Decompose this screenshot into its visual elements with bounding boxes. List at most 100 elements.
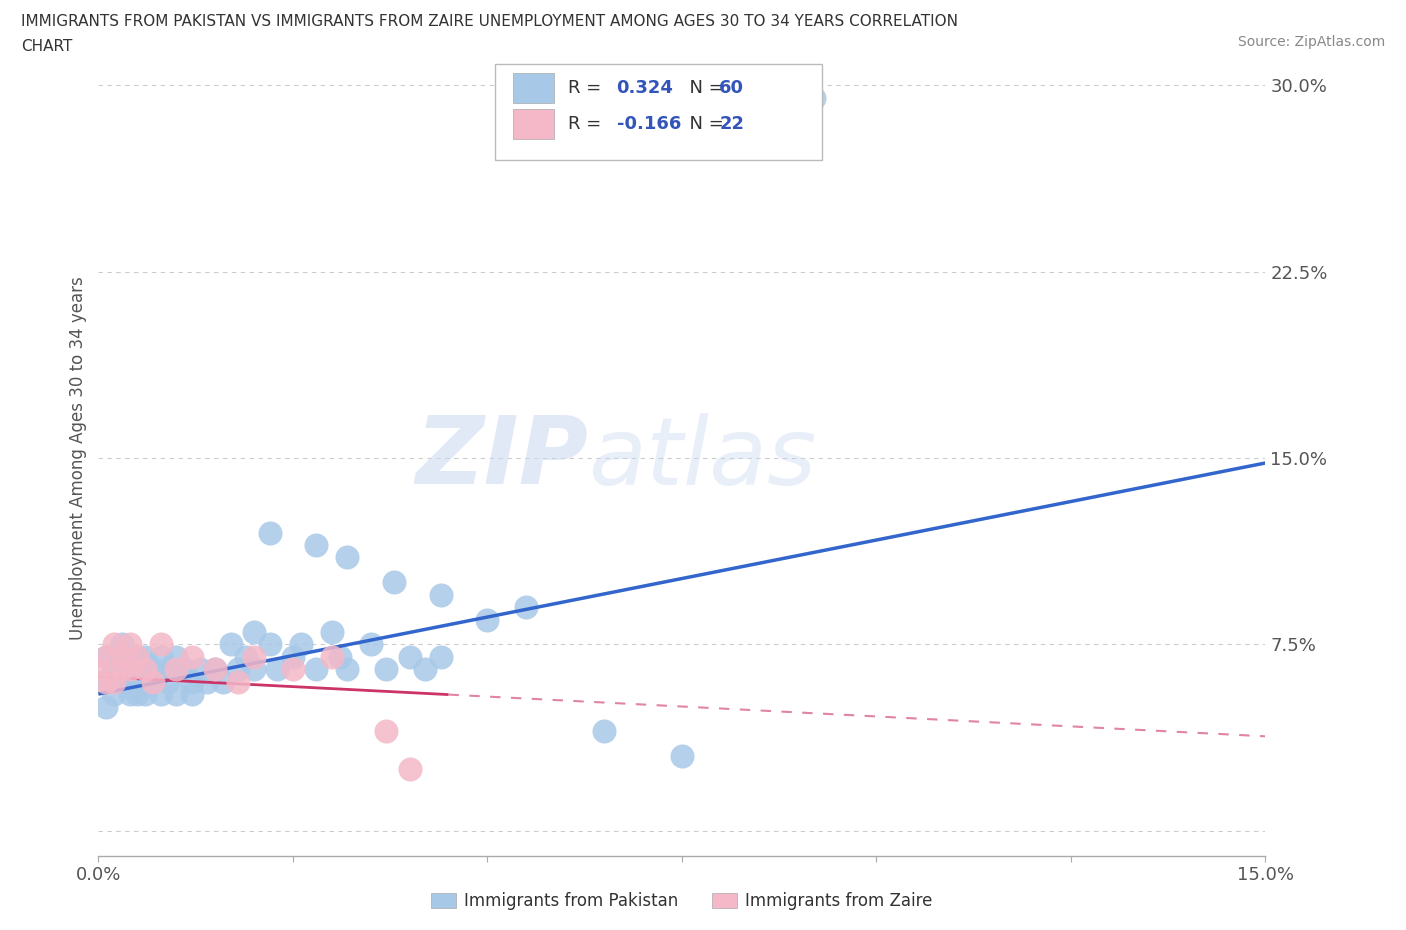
Point bbox=[259, 637, 281, 652]
Point bbox=[111, 674, 134, 689]
Text: ZIP: ZIP bbox=[416, 412, 589, 504]
Point bbox=[118, 662, 141, 677]
FancyBboxPatch shape bbox=[495, 64, 823, 160]
Point bbox=[142, 674, 165, 689]
Point bbox=[118, 637, 141, 652]
Point bbox=[212, 674, 235, 689]
Point bbox=[671, 749, 693, 764]
Text: 22: 22 bbox=[720, 115, 744, 133]
Point bbox=[321, 625, 343, 640]
FancyBboxPatch shape bbox=[513, 73, 554, 103]
Point bbox=[103, 674, 125, 689]
Point bbox=[87, 674, 110, 689]
Point bbox=[111, 649, 134, 664]
Point bbox=[336, 662, 359, 677]
Point bbox=[142, 662, 165, 677]
Point bbox=[329, 649, 352, 664]
Text: R =: R = bbox=[568, 79, 606, 98]
Point bbox=[134, 662, 156, 677]
Point bbox=[259, 525, 281, 540]
Point bbox=[96, 674, 118, 689]
Text: N =: N = bbox=[679, 79, 730, 98]
Point bbox=[96, 649, 118, 664]
Point bbox=[149, 637, 172, 652]
Text: 60: 60 bbox=[720, 79, 744, 98]
Point bbox=[87, 662, 110, 677]
Point bbox=[118, 686, 141, 701]
Point bbox=[413, 662, 436, 677]
Point bbox=[157, 674, 180, 689]
Point bbox=[180, 686, 202, 701]
Point bbox=[305, 662, 328, 677]
Point bbox=[134, 686, 156, 701]
Point bbox=[111, 637, 134, 652]
Point bbox=[219, 637, 242, 652]
Text: Source: ZipAtlas.com: Source: ZipAtlas.com bbox=[1237, 35, 1385, 49]
Point bbox=[149, 649, 172, 664]
Point bbox=[515, 600, 537, 615]
Point bbox=[127, 649, 149, 664]
Text: -0.166: -0.166 bbox=[617, 115, 681, 133]
Point bbox=[336, 550, 359, 565]
Point bbox=[165, 649, 187, 664]
Point bbox=[281, 662, 304, 677]
Point bbox=[228, 662, 250, 677]
Point bbox=[375, 724, 398, 738]
Text: N =: N = bbox=[679, 115, 730, 133]
Point bbox=[281, 649, 304, 664]
Point bbox=[96, 699, 118, 714]
Point bbox=[165, 662, 187, 677]
Point bbox=[165, 686, 187, 701]
Point bbox=[429, 587, 451, 602]
Point bbox=[228, 674, 250, 689]
Point bbox=[266, 662, 288, 677]
Point bbox=[803, 90, 825, 105]
Point bbox=[118, 662, 141, 677]
Point bbox=[127, 662, 149, 677]
Point bbox=[111, 649, 134, 664]
Point bbox=[134, 674, 156, 689]
Point bbox=[173, 662, 195, 677]
Point bbox=[382, 575, 405, 590]
Point bbox=[398, 649, 420, 664]
Point bbox=[243, 625, 266, 640]
Point bbox=[398, 761, 420, 776]
Point bbox=[290, 637, 312, 652]
Point bbox=[142, 674, 165, 689]
Point bbox=[180, 674, 202, 689]
Point bbox=[321, 649, 343, 664]
Point bbox=[188, 662, 211, 677]
Text: IMMIGRANTS FROM PAKISTAN VS IMMIGRANTS FROM ZAIRE UNEMPLOYMENT AMONG AGES 30 TO : IMMIGRANTS FROM PAKISTAN VS IMMIGRANTS F… bbox=[21, 14, 957, 29]
FancyBboxPatch shape bbox=[513, 109, 554, 140]
Point bbox=[243, 662, 266, 677]
Point bbox=[235, 649, 257, 664]
Point bbox=[429, 649, 451, 664]
Point bbox=[375, 662, 398, 677]
Point bbox=[157, 662, 180, 677]
Y-axis label: Unemployment Among Ages 30 to 34 years: Unemployment Among Ages 30 to 34 years bbox=[69, 276, 87, 640]
Point bbox=[477, 612, 499, 627]
Point bbox=[103, 637, 125, 652]
Point bbox=[103, 662, 125, 677]
Point bbox=[195, 674, 218, 689]
Point bbox=[127, 649, 149, 664]
Text: R =: R = bbox=[568, 115, 606, 133]
Point bbox=[204, 662, 226, 677]
Point bbox=[103, 686, 125, 701]
Point bbox=[127, 686, 149, 701]
Point bbox=[204, 662, 226, 677]
Point bbox=[149, 686, 172, 701]
Text: CHART: CHART bbox=[21, 39, 73, 54]
Point bbox=[243, 649, 266, 664]
Point bbox=[134, 649, 156, 664]
Text: atlas: atlas bbox=[589, 413, 817, 503]
Text: 0.324: 0.324 bbox=[617, 79, 673, 98]
Point bbox=[360, 637, 382, 652]
Point bbox=[118, 674, 141, 689]
Point bbox=[96, 649, 118, 664]
Point bbox=[180, 649, 202, 664]
Point bbox=[111, 662, 134, 677]
Legend: Immigrants from Pakistan, Immigrants from Zaire: Immigrants from Pakistan, Immigrants fro… bbox=[423, 884, 941, 919]
Point bbox=[305, 538, 328, 552]
Point bbox=[593, 724, 616, 738]
